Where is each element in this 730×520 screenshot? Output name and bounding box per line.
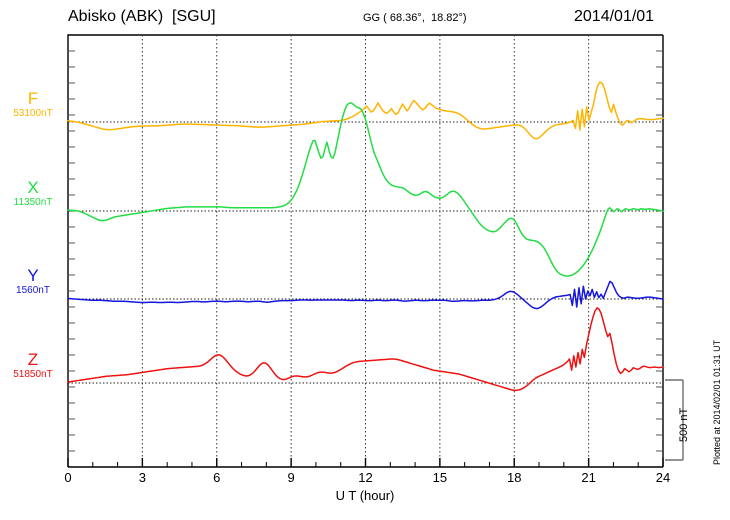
x-axis-ticks — [67, 458, 664, 467]
component-baseline-z: 51850nT — [13, 369, 53, 380]
trace-y — [67, 280, 664, 310]
component-label-z: Z 51850nT — [0, 351, 66, 381]
observation-date: 2014/01/01 — [574, 8, 655, 25]
x-tick-3: 3 — [138, 470, 146, 485]
plotted-timestamp: Plotted at 2014/02/01 01:31 UT — [712, 339, 722, 465]
trace-x — [67, 102, 664, 277]
component-baseline-x: 11350nT — [13, 197, 53, 208]
x-tick-18: 18 — [507, 470, 522, 485]
y-axis-ticks — [68, 50, 663, 452]
x-tick-24: 24 — [655, 470, 671, 485]
component-name-y: Y — [27, 266, 39, 285]
vertical-gridlines — [141, 35, 590, 467]
x-tick-12: 12 — [358, 470, 373, 485]
scale-bar — [665, 379, 684, 461]
station-title: Abisko (ABK) [SGU] — [68, 8, 216, 25]
component-name-f: F — [27, 89, 39, 108]
component-name-z: Z — [27, 350, 39, 369]
x-tick-21: 21 — [581, 470, 596, 485]
x-tick-6: 6 — [213, 470, 221, 485]
x-tick-15: 15 — [432, 470, 448, 485]
x-tick-0: 0 — [64, 470, 72, 485]
trace-z — [67, 307, 664, 392]
component-name-x: X — [27, 178, 39, 197]
x-axis-title: U T (hour) — [335, 488, 395, 503]
component-label-f: F 53100nT — [0, 90, 66, 120]
component-baseline-f: 53100nT — [13, 108, 53, 119]
x-tick-9: 9 — [287, 470, 295, 485]
geographic-coordinates: GG ( 68.36°, 18.82°) — [363, 12, 467, 24]
scale-bar-label: 500 nT — [678, 407, 690, 442]
trace-f — [67, 81, 664, 140]
component-label-x: X 11350nT — [0, 179, 66, 209]
component-label-y: Y 1560nT — [0, 267, 66, 297]
component-baseline-y: 1560nT — [16, 285, 50, 296]
